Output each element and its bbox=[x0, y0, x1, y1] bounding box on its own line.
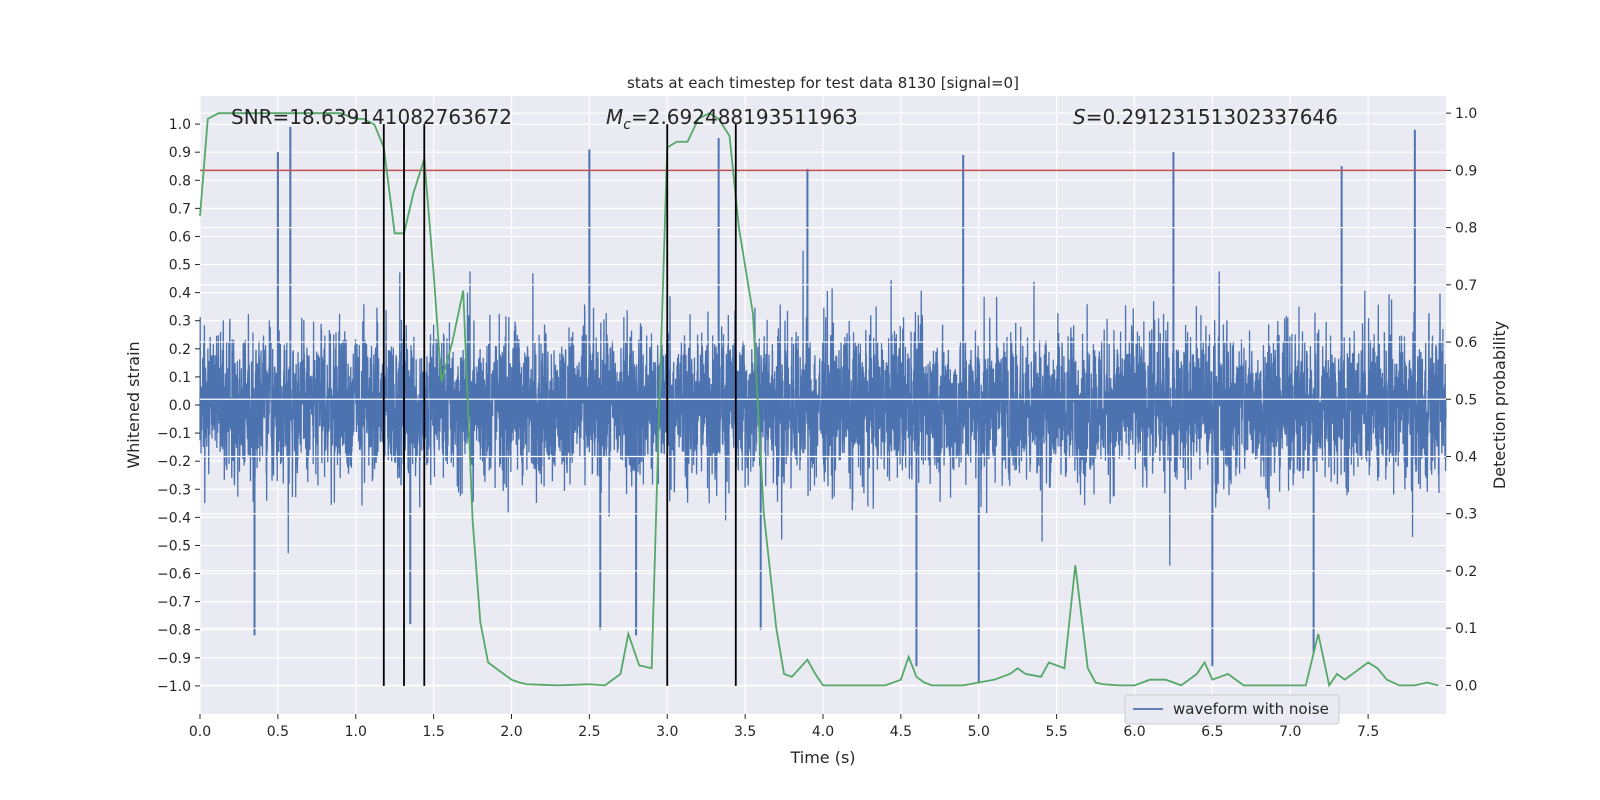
legend-box bbox=[1124, 694, 1340, 725]
left-axis-ticks: 1.0 0.9 0.8 0.7 0.6 0.5 0.4 0.3 0.2 0.1 0.0 −0.1 −0.… bbox=[157, 117, 200, 695]
right-tick-label: 0.3 bbox=[1455, 507, 1477, 523]
y-tick-label: −0.8 bbox=[157, 623, 191, 639]
x-tick-label: 0.5 bbox=[267, 724, 289, 740]
x-axis-label: Time (s) bbox=[789, 748, 855, 767]
chirp-mass-symbol: M bbox=[606, 105, 623, 129]
legend-label: waveform with noise bbox=[1173, 700, 1329, 718]
x-axis-ticks: 0.0 0.5 1.0 1.5 2.0 2.5 3.0 3.5 4.0 4.5 5.0 5.5 6.0 6… bbox=[189, 714, 1379, 740]
right-tick-label: 0.8 bbox=[1455, 221, 1477, 237]
x-tick-label: 4.0 bbox=[812, 724, 834, 740]
legend: waveform with noise bbox=[1124, 694, 1340, 725]
right-tick-label: 0.4 bbox=[1455, 450, 1477, 466]
chirp-mass-value: =2.692488193511963 bbox=[631, 105, 858, 129]
x-tick-label: 6.0 bbox=[1123, 724, 1145, 740]
x-tick-label: 1.5 bbox=[422, 724, 444, 740]
x-tick-label: 3.0 bbox=[656, 724, 678, 740]
waveform-line bbox=[199, 250, 1447, 566]
right-tick-label: 0.2 bbox=[1455, 564, 1477, 580]
snr-annotation: SNR=18.639141082763672 bbox=[231, 105, 512, 129]
chirp-mass-subscript: c bbox=[623, 117, 631, 133]
y-tick-label: 0.4 bbox=[169, 286, 191, 302]
x-tick-label: 2.5 bbox=[578, 724, 600, 740]
right-axis-label: Detection probability bbox=[1490, 321, 1509, 489]
y-tick-label: 0.3 bbox=[169, 314, 191, 330]
y-tick-label: −0.1 bbox=[157, 426, 191, 442]
right-tick-label: 0.1 bbox=[1455, 621, 1477, 637]
right-tick-label: 0.9 bbox=[1455, 163, 1477, 179]
x-tick-label: 7.5 bbox=[1357, 724, 1379, 740]
right-tick-label: 0.6 bbox=[1455, 335, 1477, 351]
y-tick-label: 0.8 bbox=[169, 173, 191, 189]
s-symbol: S bbox=[1073, 105, 1086, 129]
y-tick-label: 0.9 bbox=[169, 145, 191, 161]
y-tick-label: −0.6 bbox=[157, 567, 191, 583]
y-tick-label: −0.7 bbox=[157, 595, 191, 611]
y-tick-label: 0.1 bbox=[169, 370, 191, 386]
chirp-mass-annotation: Mc=2.692488193511963 bbox=[606, 105, 858, 133]
y-tick-label: 0.2 bbox=[169, 342, 191, 358]
y-tick-label: −0.5 bbox=[157, 538, 191, 554]
right-tick-label: 0.0 bbox=[1455, 678, 1477, 694]
x-tick-label: 2.0 bbox=[500, 724, 522, 740]
y-tick-label: −0.3 bbox=[157, 482, 191, 498]
x-tick-label: 5.5 bbox=[1045, 724, 1067, 740]
x-tick-label: 4.5 bbox=[890, 724, 912, 740]
probability-series bbox=[199, 112, 1439, 688]
y-tick-label: 0.5 bbox=[169, 258, 191, 274]
y-tick-label: 1.0 bbox=[169, 117, 191, 133]
right-tick-label: 0.7 bbox=[1455, 278, 1477, 294]
y-tick-label: −0.9 bbox=[157, 651, 191, 667]
right-axis-ticks: 1.0 0.9 0.8 0.7 0.6 0.5 0.4 0.3 0.2 0.1 0.0 bbox=[1446, 106, 1477, 694]
x-tick-label: 5.0 bbox=[968, 724, 990, 740]
x-tick-label: 1.0 bbox=[345, 724, 367, 740]
event-markers bbox=[382, 124, 737, 686]
y-tick-label: 0.6 bbox=[169, 229, 191, 245]
x-tick-label: 6.5 bbox=[1201, 724, 1223, 740]
right-tick-label: 0.5 bbox=[1455, 392, 1477, 408]
x-tick-label: 3.5 bbox=[734, 724, 756, 740]
left-axis-label: Whitened strain bbox=[124, 341, 143, 468]
y-tick-label: −1.0 bbox=[157, 679, 191, 695]
y-tick-label: −0.4 bbox=[157, 510, 191, 526]
x-tick-label: 7.0 bbox=[1279, 724, 1301, 740]
y-tick-label: −0.2 bbox=[157, 454, 191, 470]
right-tick-label: 1.0 bbox=[1455, 106, 1477, 122]
s-annotation: S=0.29123151302337646 bbox=[1073, 105, 1338, 129]
y-tick-label: 0.7 bbox=[169, 201, 191, 217]
chart-title: stats at each timestep for test data 813… bbox=[627, 74, 1019, 92]
y-tick-label: 0.0 bbox=[169, 398, 191, 414]
s-value: =0.29123151302337646 bbox=[1086, 105, 1338, 129]
x-tick-label: 0.0 bbox=[189, 724, 211, 740]
